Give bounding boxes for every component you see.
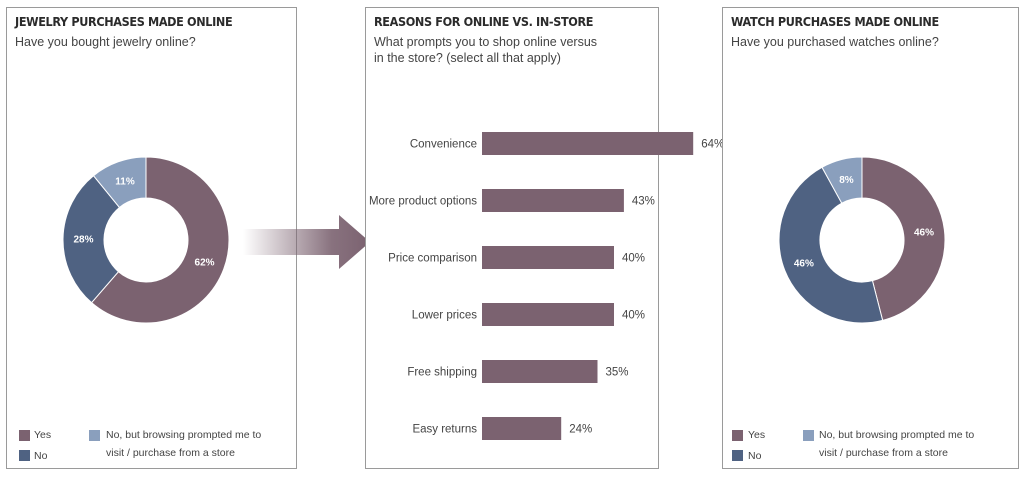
bar (482, 132, 694, 155)
donut-slice-label: 46% (794, 259, 814, 270)
legend-yes-swatch (19, 430, 30, 441)
bar-value-label: 35% (606, 367, 629, 379)
donut-slice-label: 8% (839, 175, 854, 186)
legend-yes-label: Yes (748, 429, 766, 441)
jewelry-title: JEWELRY PURCHASES MADE ONLINE (15, 14, 233, 29)
legend-no-swatch (19, 450, 30, 461)
reasons-title: REASONS FOR ONLINE VS. IN-STORE (374, 14, 594, 29)
bar-category-label: Convenience (410, 139, 477, 151)
reasons-subtitle-line-2: in the store? (select all that apply) (374, 51, 561, 65)
bar (482, 303, 614, 326)
bar (482, 189, 624, 212)
donut-slice (861, 156, 946, 322)
reasons-subtitle-line-1: What prompts you to shop online versus (374, 35, 598, 49)
bar (482, 360, 598, 383)
legend-yes-swatch (732, 430, 743, 441)
reasons-panel: REASONS FOR ONLINE VS. IN-STORE What pro… (365, 7, 724, 469)
bar-value-label: 64% (701, 139, 724, 151)
donut-slice-label: 28% (73, 235, 93, 246)
legend-browse-label-2: visit / purchase from a store (106, 447, 235, 459)
legend-yes-label: Yes (34, 429, 52, 441)
bar-value-label: 43% (632, 196, 655, 208)
watch-subtitle: Have you purchased watches online? (731, 35, 939, 49)
watch-title: WATCH PURCHASES MADE ONLINE (731, 14, 939, 29)
legend-no-label: No (34, 450, 48, 462)
bar-value-label: 24% (569, 424, 592, 436)
donut-slice (62, 174, 121, 304)
bar-category-label: Free shipping (407, 367, 477, 379)
reasons-bar-chart: Convenience 64% More product options 43% Pri… (369, 132, 724, 440)
arrow-graphic (243, 215, 370, 269)
bar-value-label: 40% (622, 310, 645, 322)
legend-browse-swatch (89, 430, 100, 441)
jewelry-donut-chart: 62% 28% 11% (62, 156, 230, 324)
legend-browse-label-1: No, but browsing prompted me to (106, 429, 262, 441)
legend-browse-swatch (803, 430, 814, 441)
bar-category-label: Price comparison (388, 253, 477, 265)
donut-slice-label: 46% (914, 228, 934, 239)
legend-no-label: No (748, 450, 762, 462)
bar (482, 417, 562, 440)
donut-slice (92, 156, 147, 209)
watch-donut-chart: 46% 46% 8% (778, 156, 946, 324)
legend-browse-label-1: No, but browsing prompted me to (819, 429, 975, 441)
watch-panel: WATCH PURCHASES MADE ONLINE Have you pur… (722, 7, 1019, 469)
bar-category-label: Easy returns (412, 424, 477, 436)
donut-slice (90, 156, 230, 324)
donut-slice (778, 166, 884, 324)
bar-category-label: Lower prices (412, 310, 477, 322)
donut-slice-label: 11% (115, 177, 135, 188)
bar (482, 246, 614, 269)
jewelry-subtitle: Have you bought jewelry online? (15, 35, 196, 49)
bar-category-label: More product options (369, 196, 477, 208)
donut-slice-label: 62% (195, 257, 215, 268)
bar-value-label: 40% (622, 253, 645, 265)
reasons-subtitle: What prompts you to shop online versus i… (374, 34, 614, 66)
donut-slice (821, 156, 863, 204)
legend-no-swatch (732, 450, 743, 461)
legend-browse-label-2: visit / purchase from a store (819, 447, 948, 459)
